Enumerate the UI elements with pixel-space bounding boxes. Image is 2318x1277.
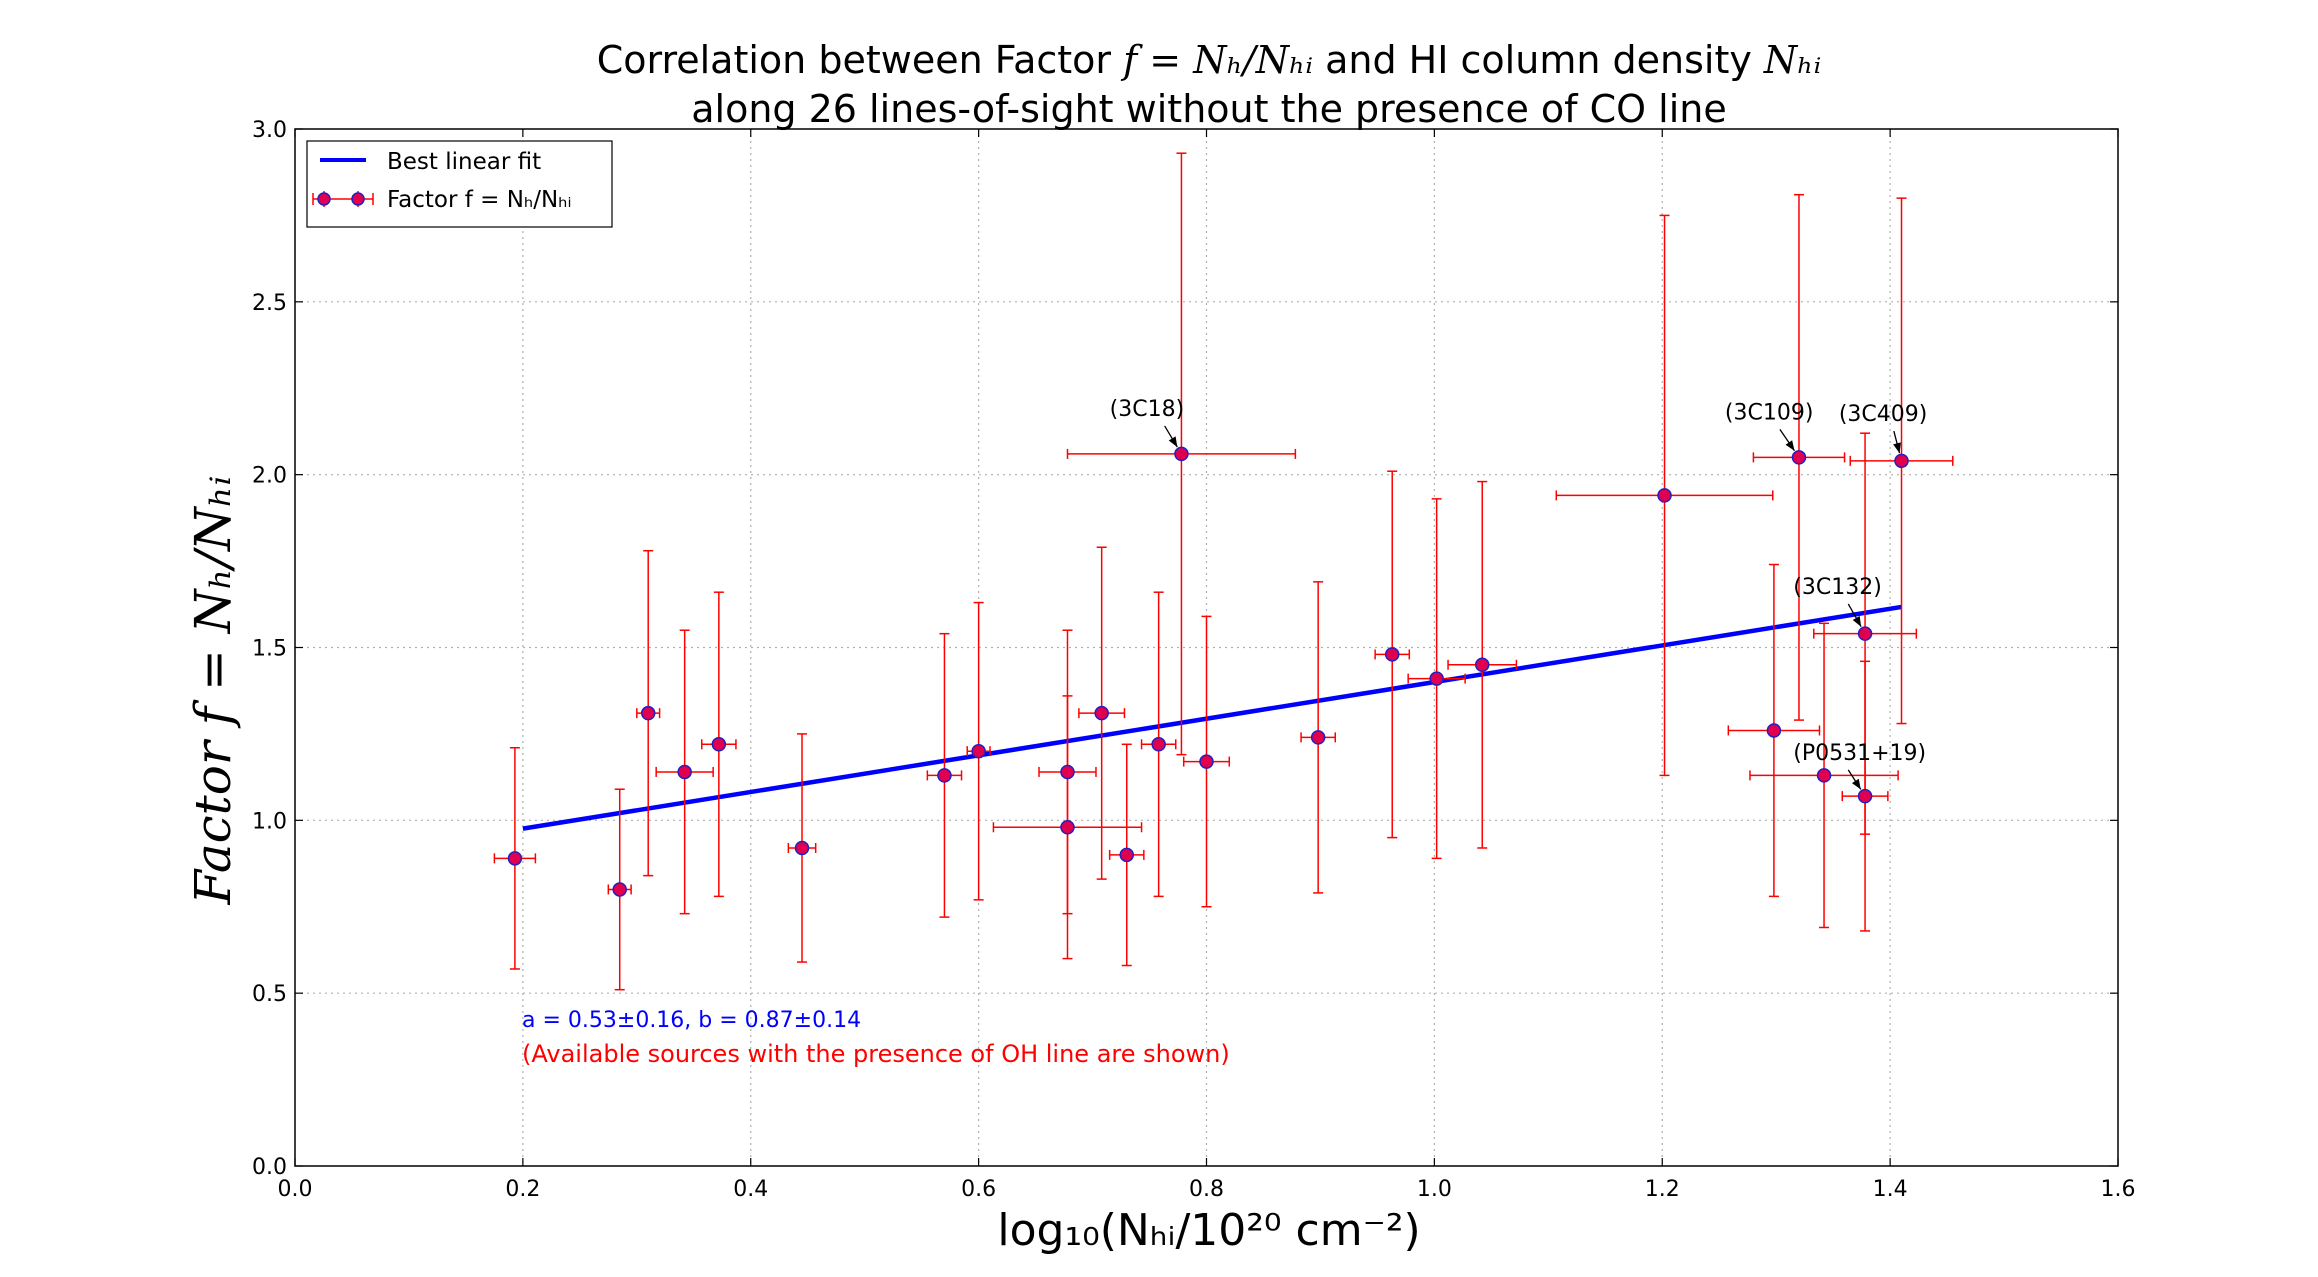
data-point: [1857, 626, 1873, 641]
x-tick-label: 0.6: [961, 1177, 996, 1202]
fit-parameters-text: a = 0.53±0.16, b = 0.87±0.14: [522, 1008, 861, 1033]
grid-layer: [295, 129, 2118, 1166]
data-point: [1199, 754, 1214, 769]
chart-title-math: f = Nₕ/Nₕᵢ: [1120, 38, 1313, 82]
errorbar-layer: [493, 152, 1954, 991]
data-point: [1310, 730, 1326, 745]
data-point: [1766, 723, 1782, 738]
point-annotation: (3C409): [1839, 402, 1928, 427]
legend-fit-label: Best linear fit: [387, 149, 541, 175]
point-annotation: (3C109): [1725, 400, 1814, 425]
data-point: [612, 882, 627, 897]
data-point: [1816, 768, 1832, 783]
data-point: [1791, 450, 1807, 465]
data-point: [794, 840, 810, 856]
data-point: [971, 743, 986, 759]
annotation-arrowhead: [1852, 778, 1861, 790]
legend-factor-label: Factor f = Nₕ/Nₕᵢ: [387, 187, 572, 213]
tick-layer: 0.0 0.2 0.4 0.6 0.8 1.0 1.2 1.4 1.6 0.0 0.5 1.0 1.5 2…: [252, 118, 2136, 1202]
data-point: [1174, 446, 1189, 462]
data-point: [1384, 647, 1400, 662]
best-fit-line: [522, 604, 1902, 831]
annotation-arrowhead: [1168, 436, 1178, 448]
y-tick-label: 0.5: [252, 982, 287, 1007]
data-point: [1894, 453, 1909, 469]
data-point: [1060, 764, 1075, 780]
x-tick-label: 1.0: [1417, 1177, 1452, 1202]
x-axis-label: log₁₀(Nₕᵢ/10²⁰ cm⁻²): [997, 1205, 1420, 1256]
chart-title-line2: along 26 lines-of-sight without the pres…: [691, 87, 1726, 131]
x-tick-label: 0.2: [505, 1177, 540, 1202]
y-tick-label: 2.5: [252, 291, 287, 316]
annotation-arrowhead: [1785, 440, 1795, 451]
data-point: [1151, 737, 1166, 752]
data-point: [1119, 847, 1134, 863]
data-point: [937, 768, 952, 783]
data-point: [1474, 657, 1490, 673]
data-point: [1657, 488, 1672, 503]
data-point: [640, 705, 656, 721]
annotation-arrowhead: [1852, 616, 1862, 627]
annotation-layer: (3C18) (3C109) (3C409) (3C132) (P0531+19): [1110, 397, 1928, 790]
point-annotation: (3C18): [1110, 397, 1185, 422]
x-tick-label: 0.0: [278, 1177, 313, 1202]
point-layer: [507, 446, 1909, 897]
x-tick-label: 1.2: [1645, 1177, 1680, 1202]
chart-title-line1: Correlation between Factor f = Nₕ/Nₕᵢ an…: [597, 38, 1822, 82]
y-axis-label: Factor f = Nₕ/Nₕᵢ: [184, 476, 242, 906]
fit-layer: [522, 604, 1902, 831]
annotation-arrowhead: [1893, 442, 1901, 454]
legend-box: [306, 140, 613, 228]
data-point: [711, 737, 727, 752]
x-tick-label: 1.6: [2101, 1177, 2136, 1202]
point-annotation: (3C132): [1793, 575, 1882, 600]
y-tick-label: 3.0: [252, 118, 287, 143]
legend-errorbar-marker: [312, 191, 374, 207]
chart-title-math2: Nₕᵢ: [1763, 38, 1821, 82]
data-point: [1857, 788, 1873, 804]
legend: Best linear fit Factor f = Nₕ/Nₕᵢ: [306, 140, 613, 228]
chart-title-prefix: Correlation between Factor: [597, 38, 1123, 82]
chart-title-mid: and HI column density: [1313, 38, 1764, 82]
y-tick-label: 2.0: [252, 464, 287, 489]
x-tick-label: 0.4: [733, 1177, 768, 1202]
data-point: [1094, 705, 1109, 721]
data-point: [507, 851, 523, 866]
y-tick-label: 1.0: [252, 809, 287, 834]
y-tick-label: 1.5: [252, 637, 287, 662]
x-tick-label: 1.4: [1873, 1177, 1908, 1202]
oh-note-text: (Available sources with the presence of …: [522, 1040, 1230, 1068]
data-point: [677, 764, 692, 780]
x-tick-label: 0.8: [1189, 1177, 1224, 1202]
data-point: [1429, 671, 1444, 686]
point-annotation: (P0531+19): [1793, 741, 1926, 766]
data-point: [1060, 819, 1075, 835]
y-tick-label: 0.0: [252, 1155, 287, 1180]
